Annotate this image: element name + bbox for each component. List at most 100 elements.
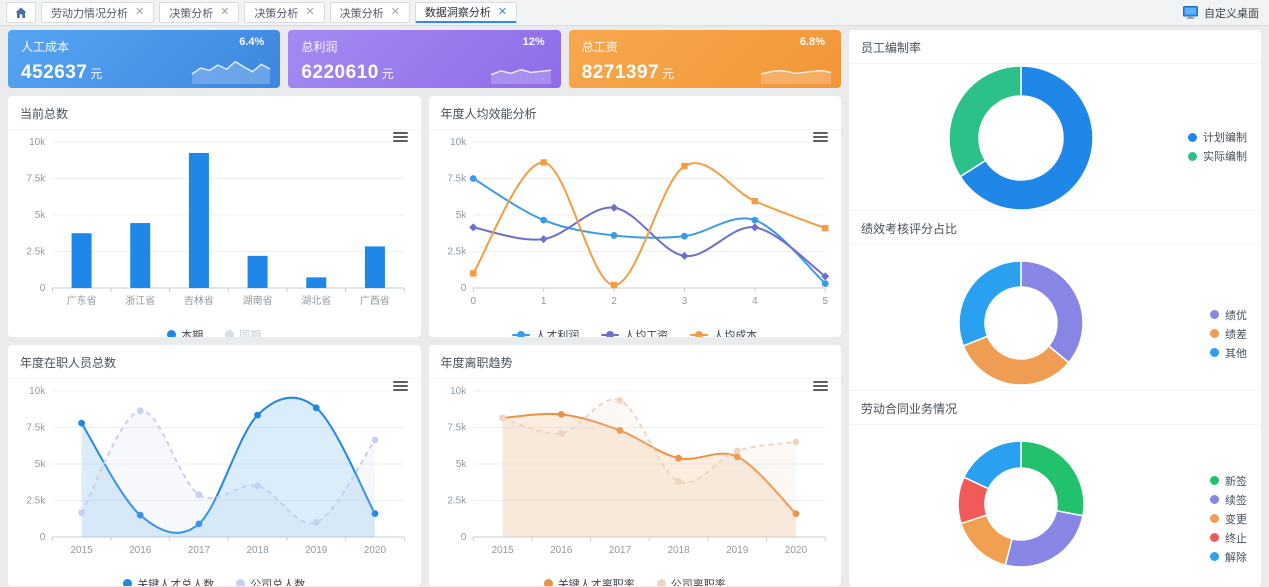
- tab-4[interactable]: 数据洞察分析 ✕: [414, 2, 518, 23]
- legend-item-0[interactable]: 计划编制: [1188, 129, 1247, 145]
- svg-text:5k: 5k: [35, 210, 47, 221]
- svg-text:0: 0: [40, 532, 46, 543]
- chart-legend: 本期 同期: [8, 321, 421, 337]
- tab-1[interactable]: 决策分析 ✕: [159, 2, 240, 23]
- donut-legend: 计划编制 实际编制: [1188, 129, 1247, 164]
- home-tab[interactable]: [6, 2, 36, 23]
- legend-dot-icon: [1210, 476, 1219, 485]
- tab-close-icon[interactable]: ✕: [135, 6, 145, 18]
- kpi-card-1[interactable]: 总利润 6220610 元 12%: [288, 30, 561, 88]
- svg-text:0: 0: [460, 283, 466, 294]
- kpi-title: 总工资: [581, 40, 618, 54]
- menu-icon[interactable]: [392, 381, 408, 393]
- svg-text:广东省: 广东省: [67, 294, 97, 307]
- legend-dot-icon: [1210, 348, 1219, 357]
- legend-item-2[interactable]: 变更: [1210, 511, 1247, 527]
- chart-title: 年度离职趋势: [428, 345, 841, 379]
- legend-dot-icon: [656, 579, 666, 586]
- tab-bar: 劳动力情况分析 ✕ 决策分析 ✕ 决策分析 ✕ 决策分析 ✕ 数据洞察分析 ✕ 自定义桌面: [0, 0, 1269, 26]
- legend-item-0[interactable]: 绩优: [1210, 307, 1247, 323]
- kpi-title: 人工成本: [21, 40, 70, 54]
- right-panel: 员工编制率 计划编制 实际编制 绩效考核评分占比 绩优 绩差 其他 劳动合同业务情况 新签 续签变…: [849, 30, 1261, 587]
- legend-item-1[interactable]: 绩差: [1210, 326, 1247, 342]
- performance-score-chart-canvas[interactable]: [849, 211, 1261, 390]
- legend-item-0[interactable]: 人才利润: [512, 327, 580, 338]
- svg-text:7.5k: 7.5k: [26, 423, 46, 434]
- tab-close-icon[interactable]: ✕: [390, 6, 400, 18]
- kpi-value: 452637: [21, 62, 88, 83]
- menu-icon[interactable]: [392, 132, 408, 144]
- custom-desktop-button[interactable]: 自定义桌面: [1183, 5, 1259, 21]
- tab-0[interactable]: 劳动力情况分析 ✕: [41, 2, 155, 23]
- tab-close-icon[interactable]: ✕: [305, 6, 315, 18]
- svg-text:2.5k: 2.5k: [26, 247, 46, 258]
- svg-text:吉林省: 吉林省: [184, 294, 214, 307]
- legend-item-1[interactable]: 同期: [225, 327, 261, 337]
- staffing-rate-chart-canvas[interactable]: [849, 30, 1261, 210]
- tab-label: 数据洞察分析: [424, 7, 491, 19]
- tab-label: 决策分析: [339, 7, 384, 20]
- kpi-percent: 12%: [522, 36, 545, 48]
- menu-icon[interactable]: [813, 132, 828, 144]
- tab-close-icon[interactable]: ✕: [220, 6, 230, 18]
- legend-item-3[interactable]: 终止: [1210, 530, 1247, 546]
- legend-dot-icon: [1210, 514, 1219, 523]
- labor-contract-chart-canvas[interactable]: [849, 391, 1261, 587]
- chart-panel-annual-efficiency: 年度人均效能分析 0 2.5k 5k 7.5k 10k 0 1 2 3 4 5 人才利润 人均工资 人均成本: [428, 96, 842, 337]
- kpi-unit: 元: [662, 67, 675, 81]
- legend-item-0[interactable]: 新签: [1210, 473, 1247, 489]
- menu-icon[interactable]: [813, 381, 828, 393]
- svg-text:10k: 10k: [450, 386, 467, 397]
- legend-label: 续签: [1225, 494, 1247, 507]
- legend-item-1[interactable]: 续签: [1210, 492, 1247, 508]
- tab-label: 劳动力情况分析: [51, 7, 128, 20]
- kpi-card-0[interactable]: 人工成本 452637 元 6.4%: [8, 30, 281, 88]
- legend-item-0[interactable]: 关键人才离职率: [543, 576, 635, 587]
- chart-legend: 人才利润 人均工资 人均成本: [429, 321, 842, 337]
- legend-item-1[interactable]: 实际编制: [1188, 148, 1247, 164]
- legend-dot-icon: [1188, 132, 1197, 142]
- kpi-card-row: 人工成本 452637 元 6.4% 总利润 6220610 元 12% 总工资 8271397 元…: [8, 30, 841, 88]
- svg-text:2016: 2016: [550, 545, 573, 556]
- legend-item-2[interactable]: 人均成本: [690, 327, 757, 337]
- legend-line-icon: [601, 330, 620, 337]
- legend-item-1[interactable]: 人均工资: [601, 327, 668, 337]
- kpi-sparkline: [191, 60, 271, 84]
- legend-dot-icon: [543, 579, 553, 586]
- house-icon: [15, 7, 27, 18]
- svg-text:4: 4: [752, 296, 758, 307]
- legend-item-1[interactable]: 公司离职率: [656, 576, 726, 587]
- kpi-percent: 6.8%: [799, 36, 825, 48]
- annual-efficiency-chart-canvas[interactable]: 0 2.5k 5k 7.5k 10k 0 1 2 3 4 5: [429, 130, 842, 316]
- legend-item-4[interactable]: 解除: [1210, 549, 1247, 565]
- legend-dot-icon: [167, 330, 177, 337]
- annual-turnover-chart-canvas[interactable]: 0 2.5k 5k 7.5k 10k 2015 2016 2017 2018 2019 2020: [429, 379, 842, 565]
- kpi-unit: 元: [90, 67, 103, 81]
- svg-text:2016: 2016: [129, 545, 152, 556]
- legend-dot-icon: [1210, 552, 1219, 561]
- kpi-value-row: 6220610 元: [301, 62, 547, 84]
- current-total-chart-canvas[interactable]: 0 2.5k 5k 7.5k 10k 广东省 浙江省 吉林省 湖南省 湖北省 广西省: [8, 130, 421, 316]
- legend-item-0[interactable]: 关键人才总人数: [123, 576, 214, 586]
- tab-2[interactable]: 决策分析 ✕: [244, 2, 325, 23]
- legend-label: 关键人才离职率: [557, 578, 635, 587]
- tab-close-icon[interactable]: ✕: [497, 5, 508, 18]
- legend-item-2[interactable]: 其他: [1210, 345, 1247, 361]
- tab-3[interactable]: 决策分析 ✕: [329, 2, 410, 23]
- donut-section-labor-contract: 劳动合同业务情况 新签 续签 变更 终止 解除: [849, 390, 1261, 587]
- donut-legend: 新签续签变更终止解除: [1210, 473, 1247, 565]
- svg-text:2017: 2017: [188, 545, 211, 556]
- legend-label: 人才利润: [535, 329, 580, 338]
- donut-legend: 绩优 绩差 其他: [1210, 307, 1247, 361]
- svg-text:5: 5: [822, 296, 828, 307]
- svg-text:3: 3: [681, 296, 687, 307]
- svg-text:0: 0: [470, 296, 476, 307]
- donut-section-performance-score: 绩效考核评分占比 绩优 绩差 其他: [849, 210, 1261, 390]
- legend-item-0[interactable]: 本期: [167, 327, 203, 337]
- svg-text:2.5k: 2.5k: [447, 496, 467, 507]
- legend-item-1[interactable]: 公司总人数: [236, 576, 305, 586]
- legend-label: 公司离职率: [670, 578, 726, 587]
- svg-text:7.5k: 7.5k: [447, 423, 467, 434]
- annual-headcount-chart-canvas[interactable]: 0 2.5k 5k 7.5k 10k 2015 2016 2017 2018 2019 2020: [8, 379, 421, 565]
- kpi-card-2[interactable]: 总工资 8271397 元 6.8%: [568, 30, 841, 88]
